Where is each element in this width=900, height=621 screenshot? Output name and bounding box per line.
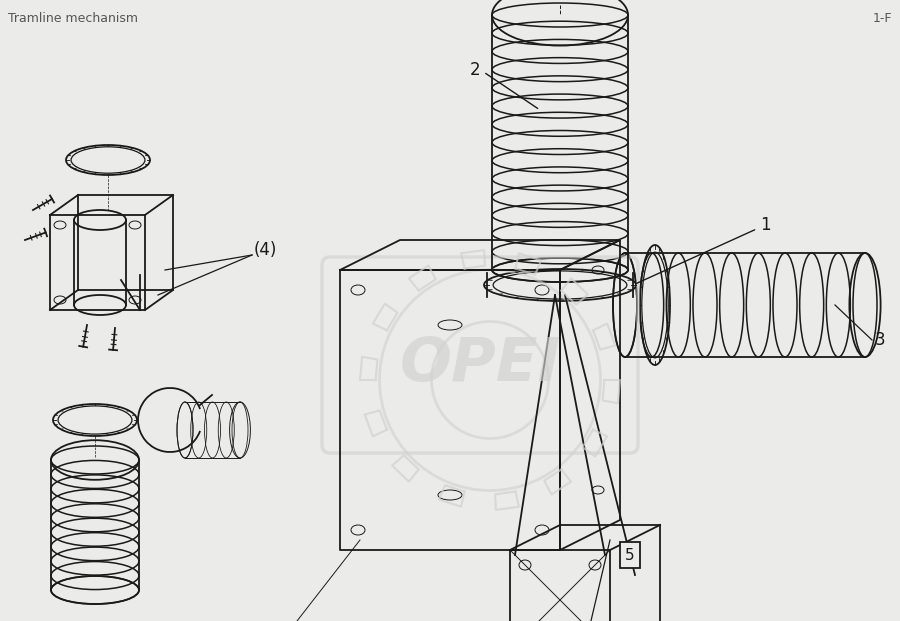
Text: 1: 1	[635, 216, 770, 284]
Text: 1-F: 1-F	[872, 12, 892, 25]
Text: 2: 2	[470, 61, 537, 109]
Text: 3: 3	[875, 331, 886, 349]
Text: 5: 5	[626, 548, 634, 563]
Text: (4): (4)	[253, 241, 276, 259]
Text: OPEI: OPEI	[400, 335, 561, 394]
Text: Tramline mechanism: Tramline mechanism	[8, 12, 138, 25]
